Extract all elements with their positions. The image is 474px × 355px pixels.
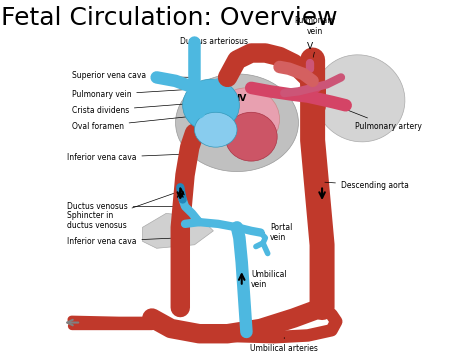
Text: Oval foramen: Oval foramen: [72, 114, 210, 131]
Text: II: II: [179, 165, 186, 174]
Text: IV: IV: [237, 94, 247, 103]
Text: Inferior vena cava: Inferior vena cava: [67, 237, 177, 246]
Ellipse shape: [182, 79, 239, 131]
Ellipse shape: [225, 112, 277, 161]
Text: Portal
vein: Portal vein: [256, 223, 292, 242]
Text: I: I: [183, 221, 187, 230]
Text: V: V: [307, 42, 313, 51]
Text: Descending aorta: Descending aorta: [325, 181, 409, 190]
Ellipse shape: [213, 88, 280, 151]
Text: Fetal Circulation: Overview: Fetal Circulation: Overview: [0, 6, 337, 30]
Polygon shape: [143, 213, 213, 248]
Ellipse shape: [315, 55, 405, 142]
Ellipse shape: [175, 74, 299, 171]
Text: Sphincter in
ductus venosus: Sphincter in ductus venosus: [67, 192, 179, 230]
Text: Umbilical
vein: Umbilical vein: [245, 270, 287, 289]
Ellipse shape: [194, 112, 237, 147]
Text: Pulmonary vein: Pulmonary vein: [72, 88, 210, 99]
Text: Crista dividens: Crista dividens: [72, 102, 210, 115]
Text: Inferior vena cava: Inferior vena cava: [67, 153, 182, 162]
Text: Ductus venosus: Ductus venosus: [67, 202, 184, 211]
Text: III: III: [206, 115, 216, 124]
Text: Pulmonary
vein: Pulmonary vein: [294, 16, 336, 36]
Text: Ductus arteriosus: Ductus arteriosus: [180, 37, 258, 56]
Text: Superior vena cava: Superior vena cava: [72, 71, 191, 80]
Text: Umbilical arteries: Umbilical arteries: [250, 338, 318, 353]
Text: Pulmonary artery: Pulmonary artery: [325, 101, 422, 131]
